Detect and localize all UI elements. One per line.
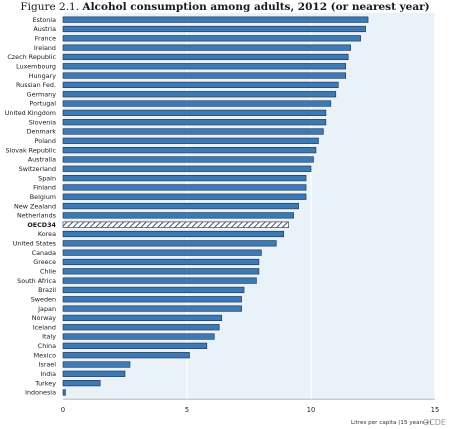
category-label: Slovenia [29,118,56,126]
bar [62,333,215,340]
bar [62,165,312,172]
category-label: Denmark [27,128,57,136]
category-label: Japan [37,305,56,313]
figure-number: Figure 2.1. [20,1,80,13]
bar [62,128,324,135]
category-label: Austria [33,25,56,33]
figure-title: Alcohol consumption among adults, 2012 (… [82,1,430,13]
bar [62,44,351,51]
category-label: Belgium [30,193,56,201]
bar [62,324,220,331]
x-tick-label: 15 [431,406,439,414]
bar [62,352,190,359]
category-label: Norway [32,314,56,322]
category-label: United Kingdom [5,109,56,117]
bar [62,249,262,256]
bar [62,72,347,79]
bar [62,119,327,126]
x-tick-label: 5 [185,406,189,414]
x-axis-label: Litres per capita (15 years+) [351,420,432,426]
category-label: Portugal [30,100,57,108]
bar [62,109,327,116]
category-label: New Zealand [14,202,56,210]
category-label: Russian Fed. [16,81,56,89]
category-label: Spain [38,174,56,182]
category-label: Indonesia [25,389,56,397]
bar [62,286,245,294]
bar [62,221,289,228]
category-label: Sweden [31,295,56,303]
category-label: Greece [33,258,56,266]
bar [62,268,260,275]
category-label: China [38,342,56,350]
category-label: Brazil [38,286,56,294]
bar [62,184,307,191]
category-label: Netherlands [17,212,57,220]
category-label: Israel [39,361,57,369]
bar [62,240,277,247]
category-label: Germany [27,90,57,98]
category-label: France [35,35,56,43]
x-tick-label: 10 [307,406,315,414]
bar [62,361,131,368]
bar [62,202,299,210]
bar [62,380,101,387]
bar [62,230,285,238]
category-label: Estonia [32,16,56,24]
category-label: Italy [42,333,56,341]
x-tick-labels: 0 5 10 15 [61,406,439,414]
category-label: South Africa [17,277,56,285]
category-label: Korea [38,230,56,238]
bar [62,277,257,284]
x-tick-label: 0 [61,406,65,414]
category-label: Iceland [33,323,56,331]
category-label: OECD34 [27,221,56,229]
bar [62,147,317,154]
category-label: United States [13,240,57,248]
bar [62,137,319,144]
category-label: Luxembourg [16,62,56,70]
bar [62,16,369,23]
bar [62,25,366,33]
bar [62,212,294,219]
category-label: Australia [28,156,56,164]
chart-title: Figure 2.1. Alcohol consumption among ad… [0,1,450,13]
bar [62,389,66,396]
bar [62,53,349,61]
bar [62,175,307,182]
source-label: OCDE [423,418,446,427]
bar [62,314,223,322]
category-label: Switzerland [19,165,56,173]
bar [62,100,332,107]
category-label: Slovak Republic [6,146,57,154]
category-label: Chile [40,268,56,276]
bar [62,81,339,88]
bar [62,305,242,312]
bar [62,193,307,200]
bar [62,156,314,163]
category-label: India [40,370,56,378]
category-label: Finland [33,184,56,192]
bar [62,258,260,266]
bar [62,296,242,303]
category-label: Czech Republic [7,53,56,61]
bar [62,91,337,98]
category-label: Poland [35,137,56,145]
bars [62,16,369,396]
category-label: Ireland [34,44,56,52]
category-label: Hungary [29,72,57,80]
category-label: Mexico [34,351,56,359]
bar [62,63,347,70]
category-label: Turkey [34,379,56,387]
category-label: Canada [32,249,56,257]
bar [62,370,126,377]
bar [62,342,208,349]
bar [62,35,361,42]
